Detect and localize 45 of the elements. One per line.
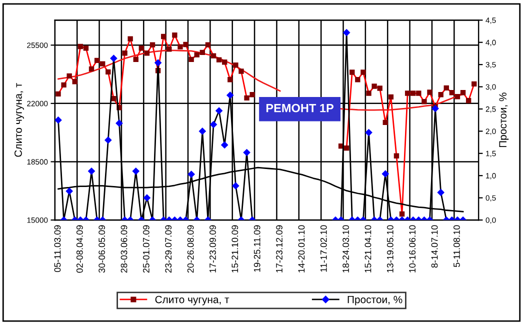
point	[215, 107, 223, 114]
x-tick-label: 20-26.08.09	[187, 225, 194, 273]
x-tick-label: 30-06.05.09	[98, 225, 106, 273]
point	[210, 120, 218, 128]
point	[88, 167, 96, 175]
x-tick-label: 14-20.01.10	[298, 225, 305, 272]
point	[116, 120, 123, 127]
point	[382, 170, 390, 178]
x-tick-label: 23-29.07.09	[165, 225, 172, 273]
point	[110, 54, 118, 62]
x-tick-label: 25-01.07.09	[142, 225, 150, 273]
point	[198, 128, 206, 135]
legend-label: Простои, %	[348, 296, 402, 306]
point	[232, 182, 240, 190]
y2-axis-title: Простои, %	[499, 92, 509, 148]
point	[437, 188, 445, 196]
x-tick-label: 02-08.04.09	[76, 225, 83, 273]
x-tick-label: 15-21.10.09	[232, 225, 238, 272]
point	[188, 170, 195, 178]
x-tick-label: 15-21.04.10	[364, 225, 372, 272]
x-tick-label: 19-25.11.09	[254, 225, 260, 272]
point	[365, 128, 372, 136]
point	[432, 104, 439, 112]
point	[132, 167, 140, 175]
x-tick-label: 17-23.12.09	[276, 225, 282, 272]
x-tick-label: 5-11.08.10	[454, 225, 460, 268]
point	[143, 194, 151, 202]
point	[54, 116, 62, 124]
point	[243, 148, 250, 156]
legend-label: Слито чугуна, т	[155, 296, 230, 306]
x-tick-label: 17-23.09.09	[210, 225, 216, 272]
x-tick-label: 13-19.05.10	[386, 225, 394, 272]
y-axis-title: Слито чугуна, т	[14, 83, 24, 157]
annotation: РЕМОНТ 1Р	[266, 104, 334, 112]
point	[154, 59, 162, 66]
x-tick-label: 28-03.06.09	[120, 225, 128, 273]
x-tick-label: 8-14.07.10	[431, 225, 438, 268]
point	[66, 187, 74, 195]
x-tick-label: 18-24.03.10	[342, 225, 349, 272]
point	[220, 141, 228, 149]
point	[226, 92, 234, 99]
x-tick-label: 11-17.02.10	[320, 225, 327, 272]
x-tick-label: 05-11.03.09	[54, 225, 61, 272]
x-tick-label: 10-16.06.10	[409, 225, 416, 272]
point	[104, 136, 112, 144]
